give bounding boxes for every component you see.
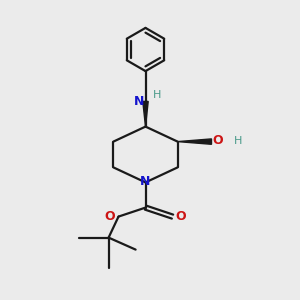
Text: O: O [176, 209, 186, 223]
Text: N: N [140, 175, 151, 188]
Polygon shape [143, 101, 148, 127]
Text: O: O [105, 209, 116, 223]
Text: O: O [213, 134, 224, 148]
Text: H: H [153, 90, 161, 100]
Text: N: N [134, 95, 144, 108]
Polygon shape [178, 139, 212, 144]
Text: H: H [234, 136, 243, 146]
